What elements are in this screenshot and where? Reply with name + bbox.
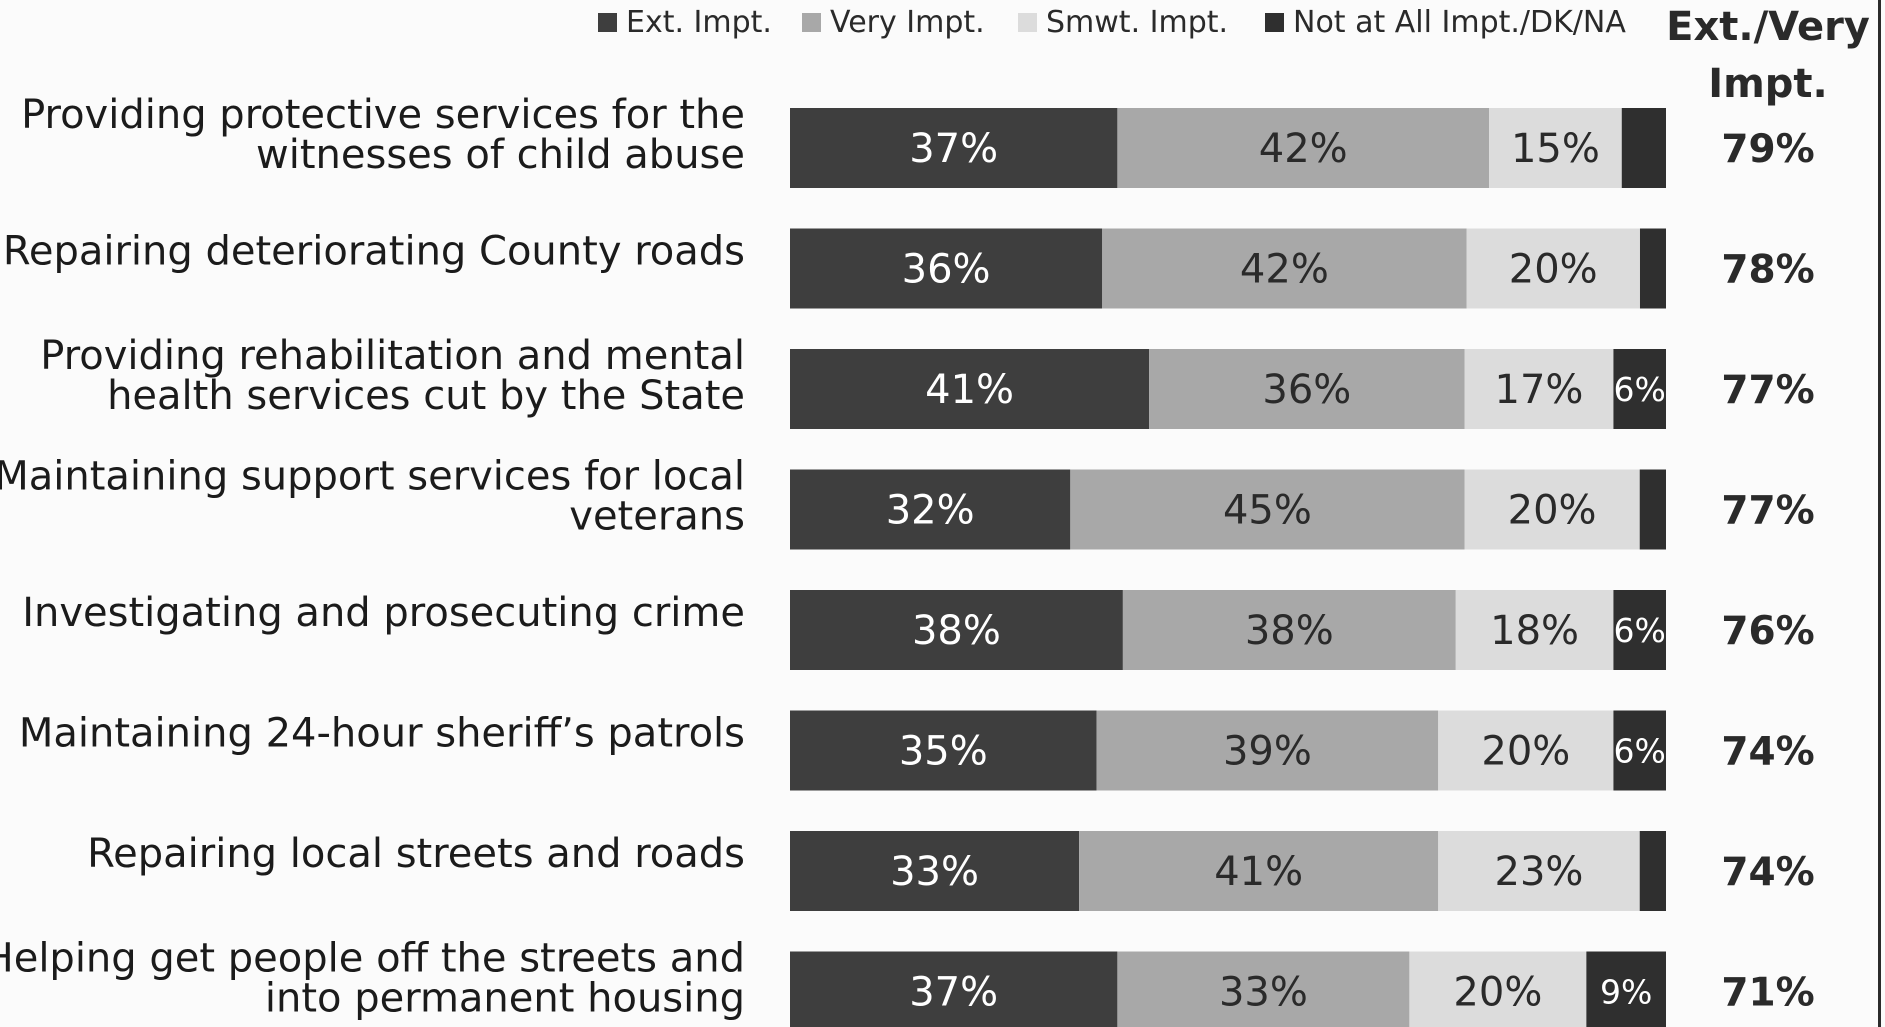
- right-edge-rule: [1878, 0, 1881, 1027]
- bar-label-3-3: 17%: [1495, 367, 1584, 413]
- bar-label-7-2: 41%: [1214, 849, 1303, 895]
- total-value-5: 76%: [1721, 609, 1814, 654]
- bar-segment-8-4: [1586, 951, 1666, 1027]
- bar-label-5-4: 6%: [1614, 611, 1666, 650]
- legend-swatch-1: [598, 13, 617, 32]
- bar-label-2-1: 36%: [902, 247, 991, 293]
- bar-segment-6-1: [790, 710, 1097, 791]
- bar-segment-5-4: [1613, 590, 1666, 670]
- category-label-8-line-2: into permanent housing: [265, 976, 745, 1022]
- bar-label-6-3: 20%: [1481, 729, 1570, 775]
- legend-swatch-4: [1265, 13, 1284, 32]
- bar-segment-6-2: [1096, 710, 1439, 791]
- bar-label-4-1: 32%: [886, 488, 975, 534]
- bar-segment-1-2: [1117, 108, 1490, 188]
- total-value-6: 74%: [1721, 730, 1814, 775]
- bar-segment-3-1: [790, 349, 1150, 429]
- bar-label-5-2: 38%: [1245, 608, 1334, 654]
- category-label-1-line-2: witnesses of child abuse: [256, 132, 745, 178]
- bar-segment-4-3: [1464, 469, 1640, 550]
- bar-segment-6-3: [1438, 710, 1614, 791]
- bar-label-5-3: 18%: [1490, 608, 1579, 654]
- bar-segment-1-4: [1621, 108, 1666, 188]
- bar-label-3-1: 41%: [925, 367, 1014, 413]
- category-label-2: Repairing deteriorating County roads: [3, 229, 745, 275]
- bar-label-6-4: 6%: [1614, 732, 1666, 771]
- bar-segment-7-4: [1639, 831, 1666, 911]
- legend-swatch-2: [802, 13, 821, 32]
- total-column-header-line-1: Ext./Very: [1666, 4, 1870, 50]
- bar-segment-7-3: [1438, 831, 1640, 911]
- bar-segment-4-2: [1070, 469, 1465, 550]
- bar-segment-3-4: [1613, 349, 1666, 429]
- legend-label-1: Ext. Impt.: [626, 5, 772, 40]
- bar-label-2-3: 20%: [1509, 247, 1598, 293]
- bar-label-1-1: 37%: [909, 126, 998, 172]
- bar-segment-3-3: [1464, 349, 1614, 429]
- bar-label-8-4: 9%: [1600, 973, 1652, 1012]
- bar-segment-8-2: [1117, 951, 1410, 1027]
- category-label-3-line-2: health services cut by the State: [107, 373, 745, 419]
- bar-label-2-2: 42%: [1240, 247, 1329, 293]
- total-value-8: 71%: [1721, 971, 1814, 1016]
- bar-label-5-1: 38%: [912, 608, 1001, 654]
- category-label-5: Investigating and prosecuting crime: [22, 590, 745, 636]
- bar-segment-4-4: [1639, 469, 1666, 550]
- bar-segment-2-4: [1639, 228, 1666, 309]
- bar-label-4-2: 45%: [1223, 488, 1312, 534]
- bar-segment-8-1: [790, 951, 1118, 1027]
- bar-label-8-2: 33%: [1219, 970, 1308, 1016]
- total-column-header-line-2: Impt.: [1708, 61, 1828, 107]
- category-label-8-line-1: Helping get people off the streets and: [0, 936, 745, 982]
- bar-segment-3-2: [1149, 349, 1465, 429]
- total-value-2: 78%: [1721, 248, 1814, 293]
- bar-segment-2-3: [1466, 228, 1640, 309]
- bar-label-7-3: 23%: [1495, 849, 1584, 895]
- category-label-4-line-2: veterans: [569, 494, 745, 540]
- bar-segment-2-1: [790, 228, 1103, 309]
- legend-label-4: Not at All Impt./DK/NA: [1293, 5, 1626, 40]
- total-value-1: 79%: [1721, 127, 1814, 172]
- bar-segment-5-2: [1122, 590, 1456, 670]
- total-value-7: 74%: [1721, 850, 1814, 895]
- bar-label-7-1: 33%: [890, 849, 979, 895]
- bar-label-8-1: 37%: [909, 970, 998, 1016]
- category-label-1-line-1: Providing protective services for the: [21, 92, 745, 138]
- bar-label-8-3: 20%: [1453, 970, 1542, 1016]
- total-value-3: 77%: [1721, 368, 1814, 413]
- legend-swatch-3: [1018, 13, 1037, 32]
- bar-label-6-2: 39%: [1223, 729, 1312, 775]
- bar-segment-7-2: [1079, 831, 1439, 911]
- legend-label-2: Very Impt.: [830, 5, 985, 40]
- bar-label-1-2: 42%: [1259, 126, 1348, 172]
- bar-label-1-3: 15%: [1511, 126, 1600, 172]
- bar-label-6-1: 35%: [899, 729, 988, 775]
- category-label-4-line-1: Maintaining support services for local: [0, 454, 745, 500]
- bar-label-4-3: 20%: [1508, 488, 1597, 534]
- bar-segment-4-1: [790, 469, 1071, 550]
- legend-label-3: Smwt. Impt.: [1046, 5, 1228, 40]
- category-label-7: Repairing local streets and roads: [87, 831, 745, 877]
- bar-label-3-4: 6%: [1614, 370, 1666, 409]
- bar-segment-5-3: [1455, 590, 1614, 670]
- bar-segment-5-1: [790, 590, 1123, 670]
- bar-segment-6-4: [1613, 710, 1666, 791]
- category-label-3-line-1: Providing rehabilitation and mental: [40, 333, 745, 379]
- bar-segment-1-3: [1489, 108, 1622, 188]
- total-value-4: 77%: [1721, 489, 1814, 534]
- bar-label-3-2: 36%: [1262, 367, 1351, 413]
- bar-segment-8-3: [1409, 951, 1587, 1027]
- bar-segment-1-1: [790, 108, 1118, 188]
- bar-segment-2-2: [1102, 228, 1467, 309]
- bar-segment-7-1: [790, 831, 1080, 911]
- category-label-6: Maintaining 24-hour sheriff’s patrols: [19, 711, 745, 757]
